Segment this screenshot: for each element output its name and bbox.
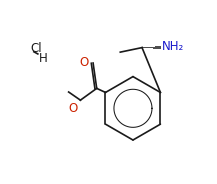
Text: H: H — [39, 52, 48, 65]
Text: O: O — [68, 102, 78, 115]
Text: O: O — [79, 56, 89, 69]
Text: Cl: Cl — [31, 42, 42, 55]
Text: NH₂: NH₂ — [162, 40, 184, 53]
